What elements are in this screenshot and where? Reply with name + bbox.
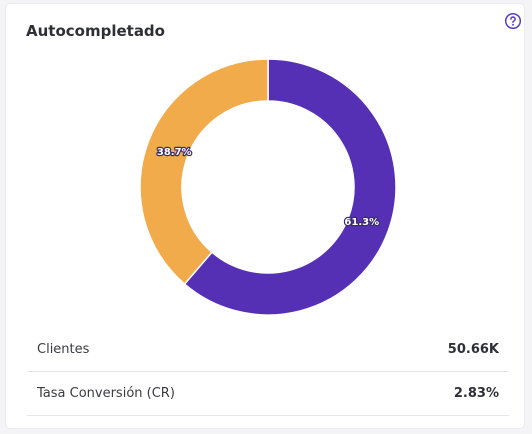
donut-slice-1[interactable] xyxy=(139,58,269,286)
donut-slice-0[interactable] xyxy=(183,58,397,316)
card-title: Autocompletado xyxy=(26,22,165,40)
stat-value: 50.66K xyxy=(447,342,499,357)
slice-label-1: 38.7% xyxy=(157,147,192,158)
help-button[interactable] xyxy=(504,12,522,30)
autocompletado-card: Autocompletado 61.3% 38.7% Clientes 50.66… xyxy=(6,4,524,428)
stat-row-tasa-conversion: Tasa Conversión (CR) 2.83% xyxy=(27,372,509,416)
donut-chart: 61.3% 38.7% xyxy=(139,58,397,316)
stat-label: Clientes xyxy=(37,342,90,357)
slice-label-0: 61.3% xyxy=(344,217,379,228)
stats-list: Clientes 50.66K Tasa Conversión (CR) 2.8… xyxy=(27,328,509,416)
stat-row-clientes: Clientes 50.66K xyxy=(27,328,509,372)
stat-label: Tasa Conversión (CR) xyxy=(37,386,175,401)
stat-value: 2.83% xyxy=(453,386,499,401)
question-circle-icon xyxy=(504,12,522,30)
donut-chart-svg: 61.3% 38.7% xyxy=(139,58,397,316)
